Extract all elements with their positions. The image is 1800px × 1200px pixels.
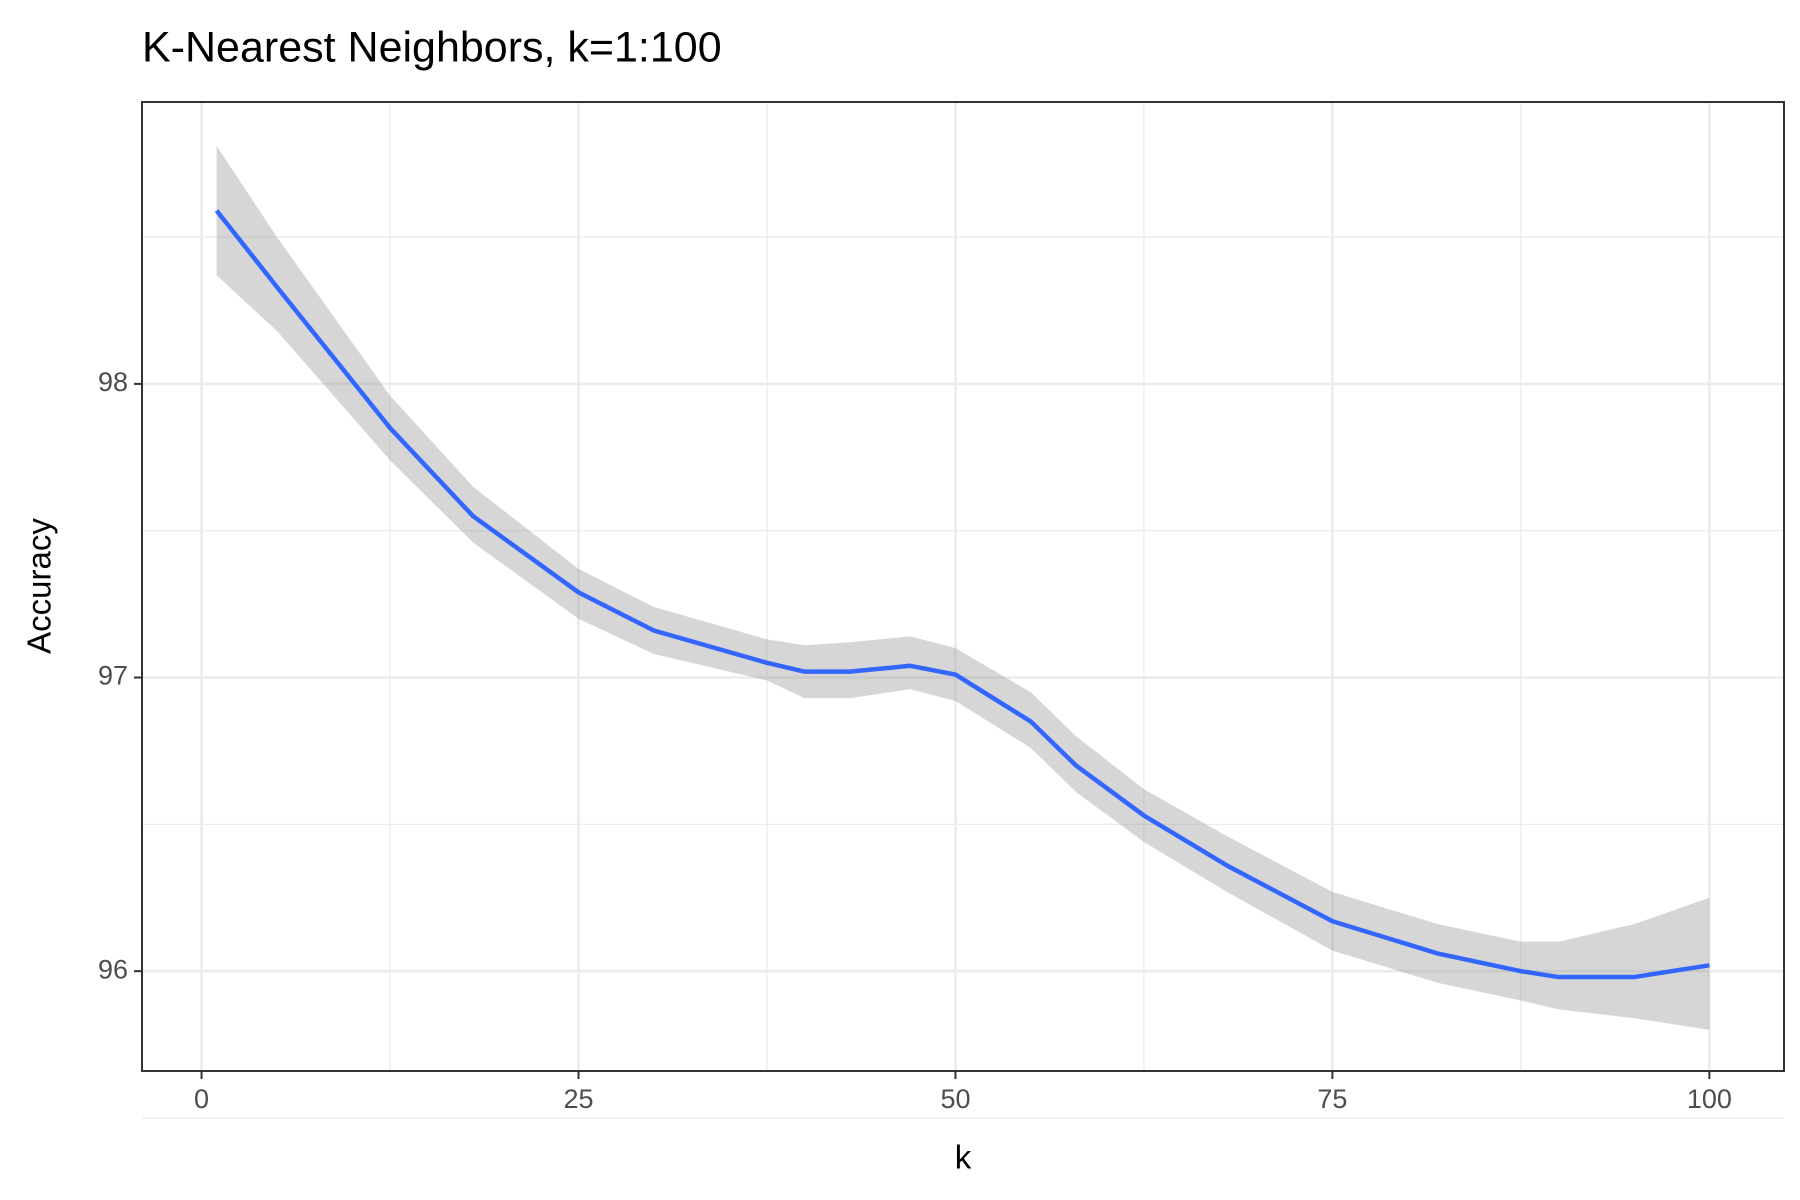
smooth-line: [214, 209, 1710, 980]
x-axis-title: k: [955, 1139, 972, 1176]
x-tick-label: 100: [1687, 1084, 1732, 1114]
x-tick-label: 75: [1317, 1084, 1347, 1114]
x-tick-label: 0: [194, 1084, 209, 1114]
panel-border: [141, 101, 1785, 1072]
y-tick-label: 98: [98, 367, 128, 397]
confidence-band: [216, 146, 1710, 1030]
y-axis-title: Accuracy: [21, 518, 58, 654]
x-tick-label: 50: [940, 1084, 970, 1114]
x-tick-label: 25: [563, 1084, 593, 1114]
chart-title: K-Nearest Neighbors, k=1:100: [142, 23, 722, 71]
y-tick-label: 97: [98, 661, 128, 691]
y-tick-label: 96: [98, 954, 128, 984]
